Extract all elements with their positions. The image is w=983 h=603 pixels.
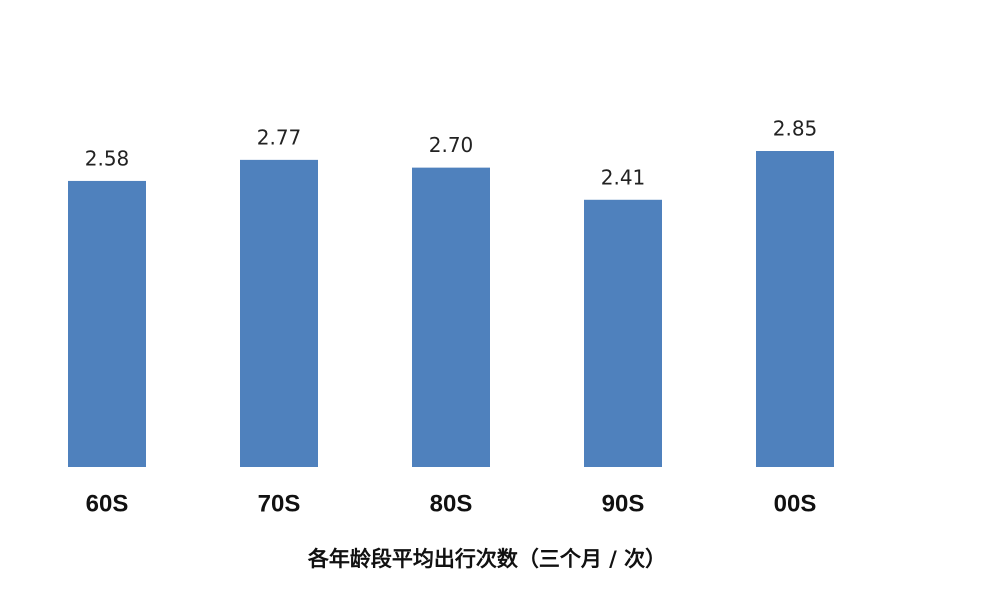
value-label: 2.70 bbox=[429, 133, 474, 157]
bar bbox=[412, 167, 490, 467]
x-tick-label: 90S bbox=[602, 490, 645, 517]
x-tick-label: 70S bbox=[258, 490, 301, 517]
value-label: 2.58 bbox=[85, 146, 130, 170]
value-label: 2.41 bbox=[601, 165, 646, 189]
bar bbox=[756, 151, 834, 467]
x-tick-label: 00S bbox=[774, 490, 817, 517]
value-label: 2.85 bbox=[773, 117, 818, 141]
chart-title: 各年龄段平均出行次数（三个月 / 次） bbox=[307, 547, 666, 571]
value-label: 2.77 bbox=[257, 125, 302, 149]
bar bbox=[240, 159, 318, 467]
x-tick-label: 80S bbox=[430, 490, 473, 517]
bar bbox=[68, 180, 146, 468]
bar bbox=[584, 199, 662, 468]
x-tick-label: 60S bbox=[86, 490, 129, 517]
